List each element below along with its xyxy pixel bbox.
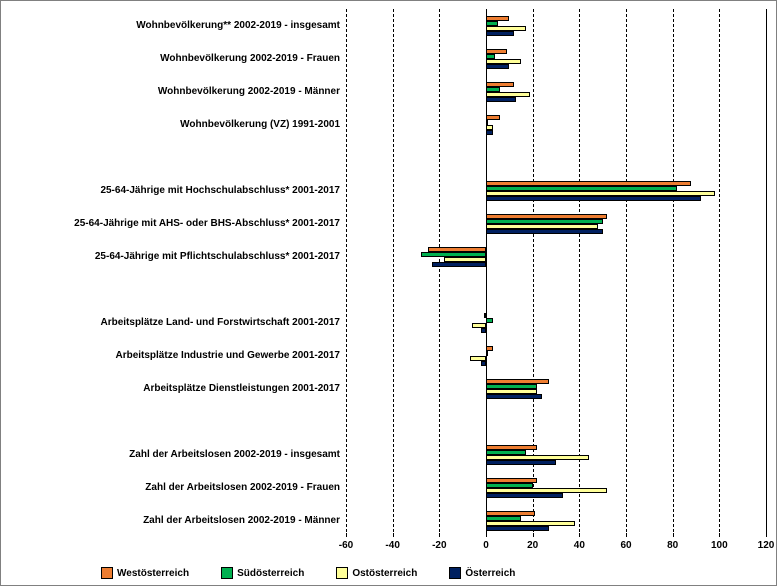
category-label: Wohnbevölkerung** 2002-2019 - insgesamt <box>0 20 340 31</box>
bar-group <box>346 346 766 366</box>
legend-item-south: Südösterreich <box>221 567 304 579</box>
bar-group <box>346 214 766 234</box>
category-label: Zahl der Arbeitslosen 2002-2019 - insges… <box>0 449 340 460</box>
legend-label: Südösterreich <box>237 568 304 579</box>
bar-group <box>346 16 766 36</box>
legend-swatch <box>449 567 461 579</box>
x-tick-mark <box>579 533 580 537</box>
bar-austria <box>481 328 486 333</box>
legend-swatch <box>336 567 348 579</box>
x-tick-label: 0 <box>483 540 489 551</box>
legend: Westösterreich Südösterreich Ostösterreich… <box>101 567 515 579</box>
legend-label: Westösterreich <box>117 568 189 579</box>
category-label: Wohnbevölkerung (VZ) 1991-2001 <box>0 119 340 130</box>
x-tick-label: -60 <box>339 540 353 551</box>
bar-austria <box>486 196 701 201</box>
bar-group <box>346 478 766 498</box>
bar-group <box>346 379 766 399</box>
category-label: Arbeitsplätze Dienstleistungen 2001-2017 <box>0 383 340 394</box>
bar-austria <box>486 493 563 498</box>
x-tick-mark <box>766 533 767 537</box>
category-label: Zahl der Arbeitslosen 2002-2019 - Männer <box>0 515 340 526</box>
x-tick-mark <box>673 533 674 537</box>
bar-group <box>346 511 766 531</box>
x-tick-mark <box>439 533 440 537</box>
legend-item-austria: Österreich <box>449 567 515 579</box>
bar-group <box>346 49 766 69</box>
x-tick-label: 80 <box>667 540 678 551</box>
bar-group <box>346 82 766 102</box>
legend-label: Österreich <box>465 568 515 579</box>
bar-austria <box>486 64 509 69</box>
legend-swatch <box>101 567 113 579</box>
category-label: Zahl der Arbeitslosen 2002-2019 - Frauen <box>0 482 340 493</box>
x-tick-label: 40 <box>574 540 585 551</box>
category-label: Wohnbevölkerung 2002-2019 - Frauen <box>0 53 340 64</box>
bar-group <box>346 445 766 465</box>
x-tick-label: -20 <box>432 540 446 551</box>
bar-group <box>346 313 766 333</box>
legend-item-west: Westösterreich <box>101 567 189 579</box>
bar-austria <box>486 130 493 135</box>
bar-austria <box>486 526 549 531</box>
category-label: 25-64-Jährige mit Hochschulabschluss* 20… <box>0 185 340 196</box>
category-label: 25-64-Jährige mit AHS- oder BHS-Abschlus… <box>0 218 340 229</box>
bar-austria <box>486 31 514 36</box>
plot-area <box>346 9 767 537</box>
bar-group <box>346 181 766 201</box>
x-tick-mark <box>393 533 394 537</box>
bar-group <box>346 247 766 267</box>
legend-label: Ostösterreich <box>352 568 417 579</box>
category-label: Wohnbevölkerung 2002-2019 - Männer <box>0 86 340 97</box>
x-tick-mark <box>719 533 720 537</box>
x-tick-label: 20 <box>527 540 538 551</box>
x-tick-label: 100 <box>711 540 728 551</box>
bar-austria <box>481 361 486 366</box>
x-tick-mark <box>533 533 534 537</box>
bar-austria <box>486 97 516 102</box>
x-tick-mark <box>346 533 347 537</box>
bar-austria <box>432 262 486 267</box>
x-tick-mark <box>486 533 487 537</box>
category-label: 25-64-Jährige mit Pflichtschulabschluss*… <box>0 251 340 262</box>
bar-austria <box>486 229 603 234</box>
x-tick-label: -40 <box>385 540 399 551</box>
bar-austria <box>486 460 556 465</box>
x-tick-label: 120 <box>758 540 775 551</box>
chart-container: -60 -40 -20 0 20 40 60 80 100 120 Westösterreich S… <box>0 0 777 586</box>
legend-swatch <box>221 567 233 579</box>
bar-south <box>486 318 493 323</box>
category-label: Arbeitsplätze Industrie und Gewerbe 2001… <box>0 350 340 361</box>
x-tick-label: 60 <box>620 540 631 551</box>
category-label: Arbeitsplätze Land- und Forstwirtschaft … <box>0 317 340 328</box>
x-tick-mark <box>626 533 627 537</box>
legend-item-east: Ostösterreich <box>336 567 417 579</box>
bar-austria <box>486 394 542 399</box>
bar-south <box>486 351 488 356</box>
x-axis: -60-40-20020406080100120 <box>346 537 766 557</box>
bar-group <box>346 115 766 135</box>
